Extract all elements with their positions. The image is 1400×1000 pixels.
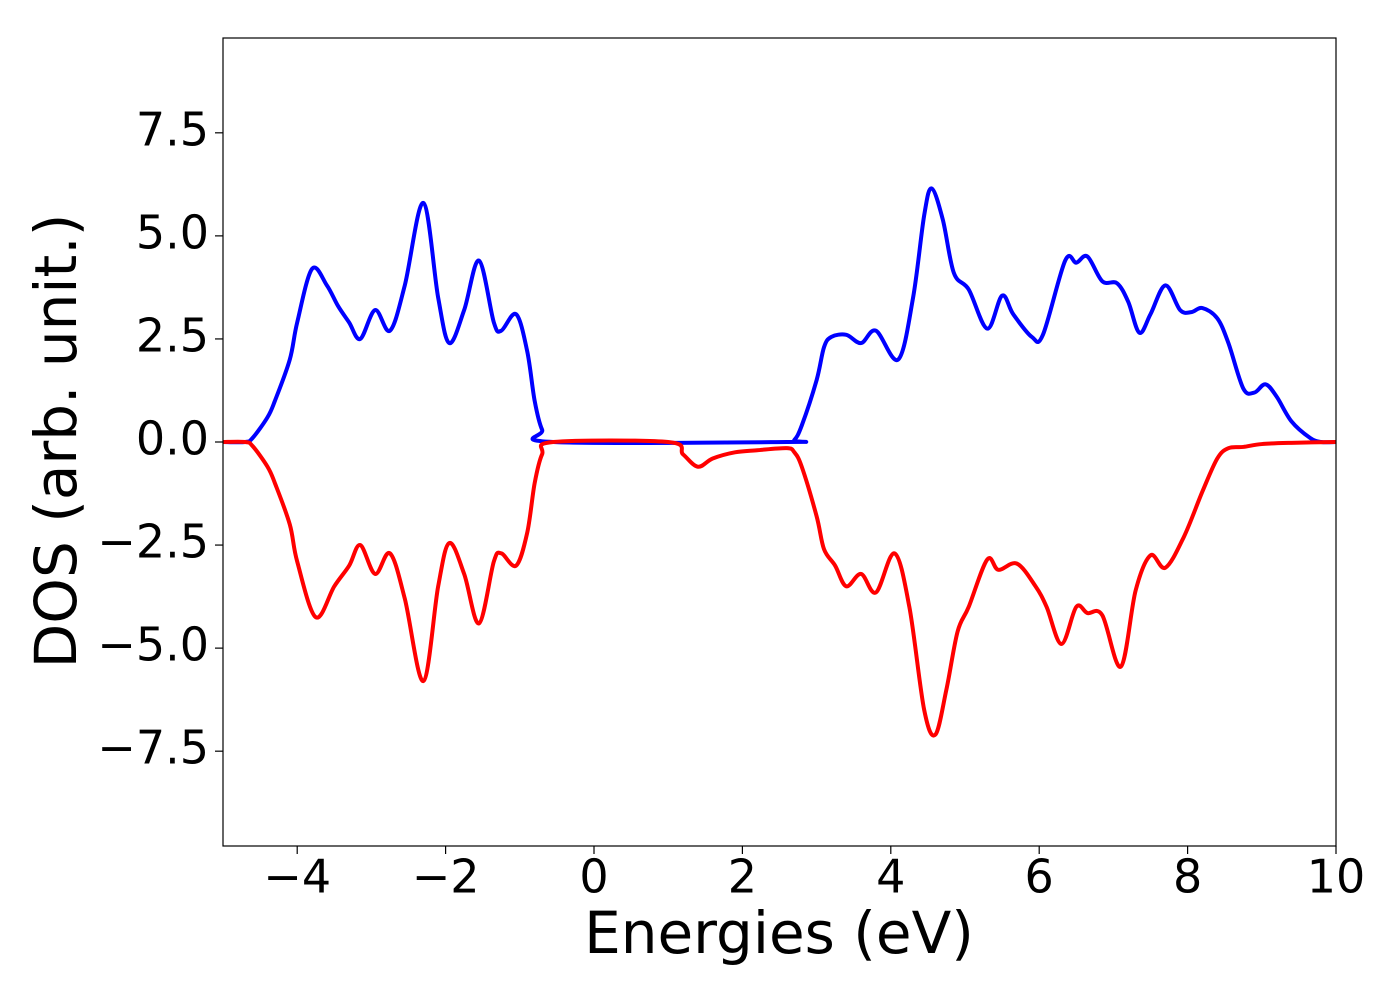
- x-tick-label: 10: [1307, 850, 1366, 904]
- y-tick-label: −7.5: [97, 721, 209, 775]
- y-tick-label: −2.5: [97, 515, 209, 569]
- x-tick-label: 0: [579, 850, 608, 904]
- x-tick-label: −4: [263, 850, 331, 904]
- x-tick-label: 8: [1173, 850, 1202, 904]
- y-tick-label: 5.0: [136, 205, 209, 259]
- y-tick-label: 0.0: [136, 412, 209, 466]
- y-tick-label: −5.0: [97, 618, 209, 672]
- y-tick-label: 7.5: [136, 102, 209, 156]
- y-axis-label: DOS (arb. unit.): [22, 214, 90, 669]
- plot-area: [223, 186, 1336, 738]
- dos-line: [223, 186, 1336, 445]
- x-tick-label: 4: [876, 850, 905, 904]
- x-tick-label: 6: [1025, 850, 1054, 904]
- y-tick-label: 2.5: [136, 308, 209, 362]
- dos-line: [223, 438, 1336, 738]
- x-tick-label: 2: [728, 850, 757, 904]
- x-tick-label: −2: [412, 850, 480, 904]
- x-axis-label: Energies (eV): [584, 899, 974, 967]
